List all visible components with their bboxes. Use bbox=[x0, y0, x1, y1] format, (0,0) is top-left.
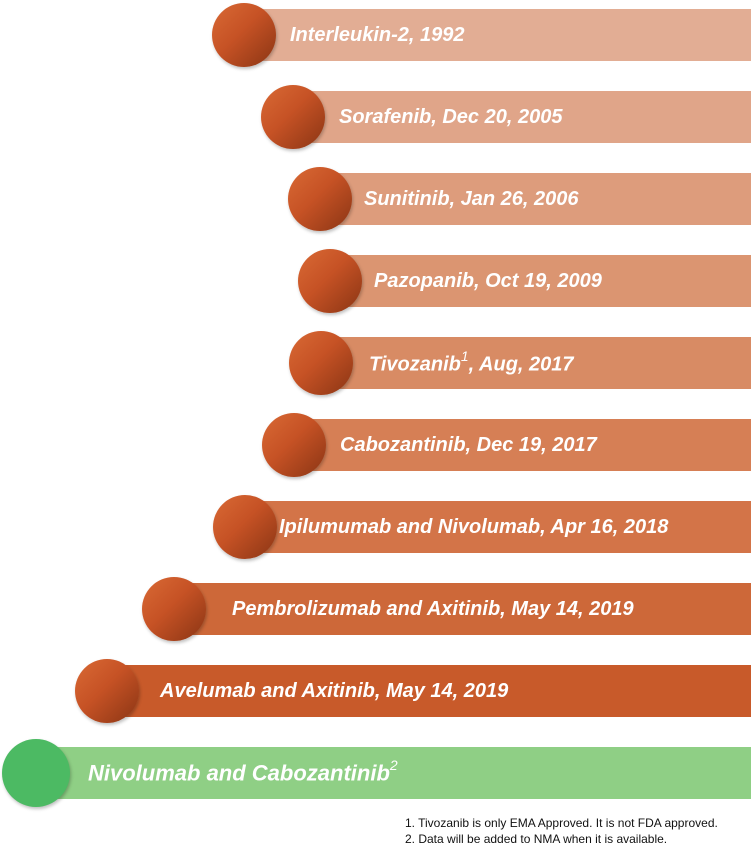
timeline-bar-pending: Nivolumab and Cabozantinib2 bbox=[35, 747, 751, 799]
timeline-row: Tivozanib1, Aug, 2017 bbox=[0, 331, 751, 395]
timeline-row: Pazopanib, Oct 19, 2009 bbox=[0, 249, 751, 313]
footnote-marker: 1 bbox=[460, 347, 469, 364]
milestone-marker-icon bbox=[298, 249, 362, 313]
footnote-2: 2. Data will be added to NMA when it is … bbox=[405, 832, 668, 846]
milestone-marker-icon bbox=[2, 739, 70, 807]
milestone-name: Tivozanib bbox=[369, 353, 461, 376]
timeline-bar: Interleukin-2, 1992 bbox=[245, 9, 751, 61]
milestone-marker-icon bbox=[262, 413, 326, 477]
timeline-row: Avelumab and Axitinib, May 14, 2019 bbox=[0, 659, 751, 723]
timeline-row: Ipilumumab and Nivolumab, Apr 16, 2018 bbox=[0, 495, 751, 559]
milestone-label: Avelumab and Axitinib, May 14, 2019 bbox=[160, 679, 509, 702]
milestone-name: Nivolumab and Cabozantinib bbox=[88, 760, 390, 786]
milestone-label: Sorafenib, Dec 20, 2005 bbox=[339, 105, 563, 128]
milestone-label: Pembrolizumab and Axitinib, May 14, 2019 bbox=[232, 597, 634, 620]
milestone-label: Tivozanib1, Aug, 2017 bbox=[322, 347, 574, 377]
footnote-marker: 2 bbox=[389, 757, 398, 774]
milestone-label: Cabozantinib, Dec 19, 2017 bbox=[340, 433, 597, 456]
timeline-bar: Ipilumumab and Nivolumab, Apr 16, 2018 bbox=[246, 501, 751, 553]
timeline-bar: Sunitinib, Jan 26, 2006 bbox=[321, 173, 751, 225]
timeline-row: Sorafenib, Dec 20, 2005 bbox=[0, 85, 751, 149]
milestone-marker-icon bbox=[261, 85, 325, 149]
timeline-bar: Cabozantinib, Dec 19, 2017 bbox=[295, 419, 751, 471]
timeline-bar: Pembrolizumab and Axitinib, May 14, 2019 bbox=[175, 583, 751, 635]
milestone-marker-icon bbox=[213, 495, 277, 559]
milestone-label: Interleukin-2, 1992 bbox=[290, 23, 465, 46]
timeline-row-pending: Nivolumab and Cabozantinib2 bbox=[0, 739, 751, 807]
milestone-label: Ipilumumab and Nivolumab, Apr 16, 2018 bbox=[279, 515, 669, 538]
milestone-marker-icon bbox=[212, 3, 276, 67]
timeline-bar: Sorafenib, Dec 20, 2005 bbox=[294, 91, 751, 143]
milestone-label: Nivolumab and Cabozantinib2 bbox=[35, 757, 398, 786]
milestone-marker-icon bbox=[75, 659, 139, 723]
milestone-marker-icon bbox=[288, 167, 352, 231]
milestone-label: Pazopanib, Oct 19, 2009 bbox=[374, 269, 602, 292]
milestone-marker-icon bbox=[142, 577, 206, 641]
timeline-row: Cabozantinib, Dec 19, 2017 bbox=[0, 413, 751, 477]
timeline-bar: Pazopanib, Oct 19, 2009 bbox=[331, 255, 751, 307]
footnotes: 1. Tivozanib is only EMA Approved. It is… bbox=[405, 815, 718, 847]
milestone-marker-icon bbox=[289, 331, 353, 395]
timeline-bar: Avelumab and Axitinib, May 14, 2019 bbox=[108, 665, 751, 717]
timeline-row: Sunitinib, Jan 26, 2006 bbox=[0, 167, 751, 231]
milestone-date: , Aug, 2017 bbox=[468, 353, 574, 376]
timeline-bar: Tivozanib1, Aug, 2017 bbox=[322, 337, 751, 389]
timeline-row: Pembrolizumab and Axitinib, May 14, 2019 bbox=[0, 577, 751, 641]
milestone-label: Sunitinib, Jan 26, 2006 bbox=[364, 187, 579, 210]
timeline-row: Interleukin-2, 1992 bbox=[0, 3, 751, 67]
footnote-1: 1. Tivozanib is only EMA Approved. It is… bbox=[405, 816, 718, 830]
